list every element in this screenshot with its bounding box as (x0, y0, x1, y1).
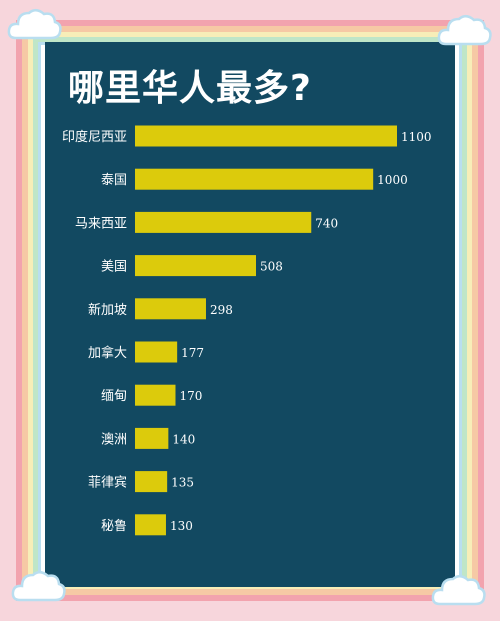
bar (135, 471, 168, 493)
bar (135, 211, 312, 233)
value-label: 1000 (377, 173, 408, 187)
value-label: 170 (179, 389, 202, 403)
value-label: 177 (181, 346, 204, 360)
value-label: 135 (171, 476, 194, 490)
bar (135, 514, 166, 536)
bar (135, 384, 176, 406)
category-label: 印度尼西亚 (62, 129, 127, 145)
category-label: 菲律宾 (88, 475, 127, 491)
category-label: 新加坡 (88, 302, 127, 318)
category-label: 泰国 (101, 173, 127, 188)
bar (135, 125, 397, 147)
bar (135, 255, 256, 277)
category-label: 秘鲁 (101, 519, 127, 534)
cloud-icon-bottom-left (11, 571, 66, 602)
category-label: 缅甸 (101, 389, 127, 404)
cloud-icon-top-right (437, 15, 492, 46)
category-label: 马来西亚 (75, 216, 127, 231)
cloud-icon-bottom-right (431, 575, 486, 606)
bar-chart: 印度尼西亚 1100 泰国 1000 马来西亚 740 美国 508 新加坡 298 加拿大 177 缅… (62, 125, 432, 536)
chart-title: 哪里华人最多? (68, 68, 312, 109)
chart-panel: 哪里华人最多? 印度尼西亚 1100 泰国 1000 马来西亚 740 美国 508 新加坡 29… (45, 42, 455, 587)
bar (135, 168, 374, 190)
bar (135, 427, 169, 449)
bar (135, 298, 206, 320)
bar (135, 341, 178, 363)
category-label: 加拿大 (88, 345, 127, 361)
value-label: 130 (170, 519, 193, 533)
value-label: 298 (210, 303, 233, 317)
value-label: 508 (260, 260, 283, 274)
value-label: 740 (315, 216, 338, 230)
value-label: 1100 (401, 130, 432, 144)
cloud-icon-top-left (7, 9, 62, 40)
category-label: 澳洲 (101, 431, 127, 447)
value-label: 140 (172, 432, 195, 446)
category-label: 美国 (101, 260, 127, 275)
